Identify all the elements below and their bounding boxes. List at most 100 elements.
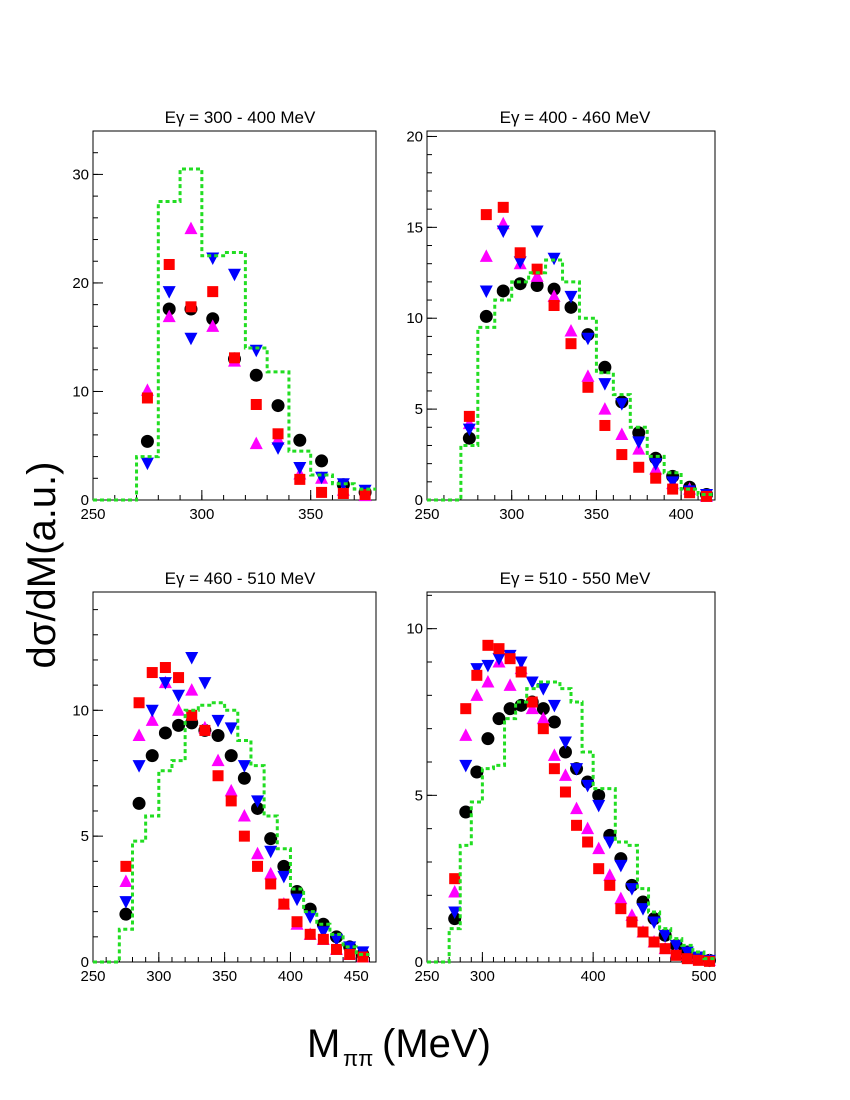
red-square-point xyxy=(667,483,679,495)
red-square-point xyxy=(316,486,328,498)
magenta-triangle-point xyxy=(172,703,186,716)
red-square-point xyxy=(229,352,240,364)
blue-triangle-point xyxy=(119,896,133,909)
red-square-point xyxy=(252,860,264,872)
blue-triangle-point xyxy=(481,659,495,673)
magenta-triangle-point xyxy=(251,846,265,860)
red-square-point xyxy=(497,201,509,213)
plot-area-4: 250 300 400 500 0 5 10 xyxy=(406,591,716,985)
black-circle-point xyxy=(237,771,251,785)
x-tick-label: 400 xyxy=(669,506,694,523)
magenta-triangle-point xyxy=(224,783,238,797)
blue-triangle-point xyxy=(249,344,263,358)
plot-area-2: 250 300 350 400 0 5 10 15 20 xyxy=(406,128,716,523)
black-circle-point xyxy=(459,805,473,819)
blue-triangle-point xyxy=(293,461,307,475)
red-square-point xyxy=(604,879,616,891)
x-axis-label-unit: (MeV) xyxy=(382,1022,491,1066)
black-circle-point xyxy=(293,433,307,447)
x-tick-label: 350 xyxy=(212,968,237,985)
blue-triangle-point xyxy=(615,398,629,411)
red-square-point xyxy=(238,830,250,842)
blue-triangle-point xyxy=(536,683,550,696)
x-tick-label: 250 xyxy=(80,506,105,523)
red-square-point xyxy=(185,301,197,313)
panel-3: Eγ = 460 - 510 MeV 250 300 350 400 450 0 5 10 xyxy=(72,569,377,985)
blue-triangle-point xyxy=(570,763,584,776)
x-tick-label: 500 xyxy=(691,968,716,985)
y-tick-label: 10 xyxy=(72,702,89,719)
blue-triangle-point xyxy=(330,933,344,947)
x-tick-label: 300 xyxy=(146,968,171,985)
red-square-point xyxy=(504,653,516,665)
red-square-point xyxy=(633,461,645,473)
x-tick-label: 300 xyxy=(189,506,214,523)
blue-triangle-point xyxy=(632,436,646,449)
magenta-triangle-point xyxy=(558,768,572,781)
red-square-point xyxy=(565,338,577,350)
red-square-point xyxy=(515,666,527,678)
red-square-point xyxy=(548,300,560,312)
blue-triangle-point xyxy=(459,759,473,773)
blue-triangle-point xyxy=(598,378,612,391)
red-square-point xyxy=(225,795,237,807)
red-square-point xyxy=(703,955,715,967)
blue-triangle-point xyxy=(462,423,476,437)
magenta-triangle-point xyxy=(503,678,517,691)
red-square-point xyxy=(548,763,560,775)
blue-triangle-point xyxy=(132,760,146,773)
magenta-triangle-point xyxy=(598,402,612,415)
black-circle-point xyxy=(592,788,606,802)
red-square-point xyxy=(659,943,671,955)
blue-triangle-point xyxy=(271,442,285,455)
red-square-point xyxy=(317,933,329,945)
y-axis-label: dσ/dM(a.u.) xyxy=(20,462,64,669)
red-square-point xyxy=(531,263,543,275)
black-circle-point xyxy=(503,702,517,716)
black-circle-point xyxy=(119,907,133,921)
blue-triangle-point xyxy=(158,677,172,690)
blue-triangle-point xyxy=(184,332,198,346)
plot-frame-3 xyxy=(92,591,377,963)
blue-triangle-point xyxy=(564,290,578,304)
blue-triangle-point xyxy=(264,845,278,859)
red-square-point xyxy=(471,669,483,681)
x-axis-label-main: M xyxy=(307,1022,340,1066)
magenta-triangle-point xyxy=(237,809,251,822)
y-tick-label: 0 xyxy=(415,954,423,971)
magenta-triangle-point xyxy=(145,713,159,726)
red-square-point xyxy=(250,398,262,410)
red-square-point xyxy=(357,951,369,963)
blue-triangle-point xyxy=(251,795,265,808)
blue-triangle-point xyxy=(140,457,154,471)
red-square-point xyxy=(146,667,158,679)
red-square-point xyxy=(163,258,175,270)
red-square-point xyxy=(337,487,349,499)
black-circle-point xyxy=(470,765,484,779)
red-square-point xyxy=(265,878,277,890)
red-square-point xyxy=(199,724,211,736)
blue-triangle-point xyxy=(649,458,663,471)
y-tick-label: 20 xyxy=(406,128,423,145)
blue-triangle-point xyxy=(581,779,595,793)
blue-triangle-point xyxy=(496,225,510,238)
red-square-point xyxy=(212,770,224,782)
black-circle-point xyxy=(315,454,329,468)
red-square-point xyxy=(278,898,290,910)
y-tick-label: 10 xyxy=(72,383,89,400)
red-square-point xyxy=(626,916,638,928)
blue-triangle-point xyxy=(336,478,350,491)
blue-triangle-point xyxy=(558,736,572,749)
magenta-triangle-point xyxy=(536,711,550,725)
red-square-point xyxy=(670,949,682,961)
blue-triangle-point xyxy=(290,893,304,907)
y-tick-label: 5 xyxy=(81,828,89,845)
blue-triangle-point xyxy=(647,916,661,929)
x-tick-label: 350 xyxy=(298,506,323,523)
magenta-triangle-point xyxy=(614,891,628,905)
blue-triangle-point xyxy=(530,225,544,238)
red-square-point xyxy=(186,709,198,721)
magenta-triangle-point xyxy=(119,874,133,887)
red-square-point xyxy=(359,489,371,501)
